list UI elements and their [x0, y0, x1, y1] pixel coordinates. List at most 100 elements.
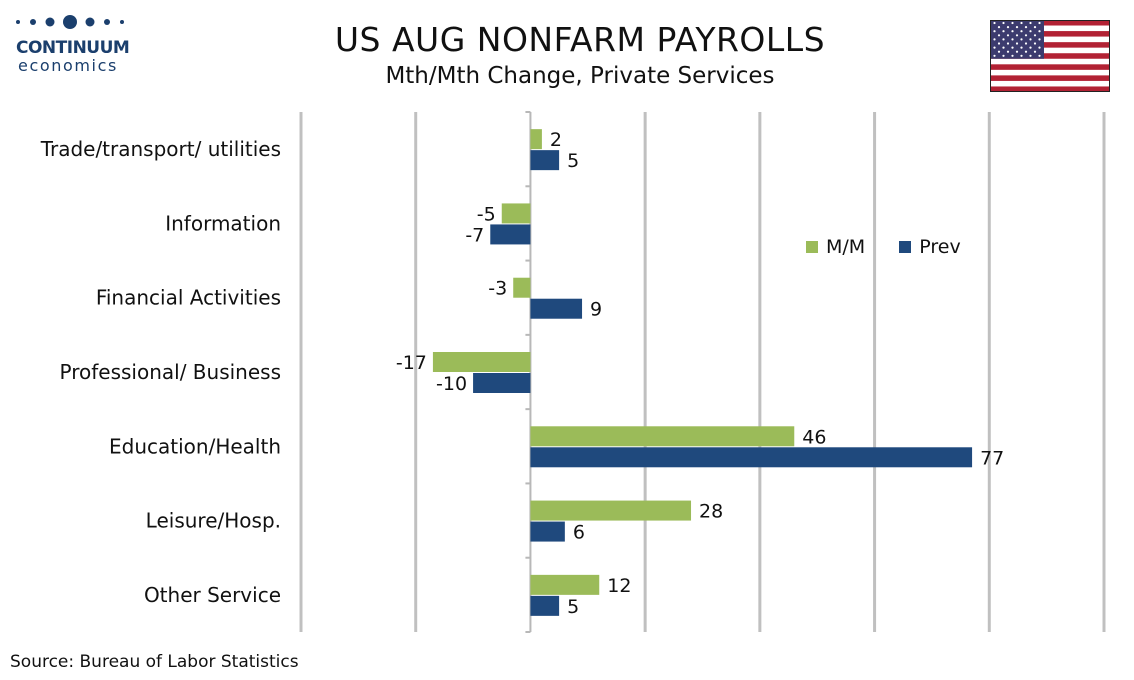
data-label: -3 [488, 278, 507, 300]
legend-swatch-mm [806, 241, 818, 253]
flag-star [1020, 46, 1023, 49]
logo-name: CONTINUUM [16, 38, 130, 58]
continuum-logo: CONTINUUM economics [14, 14, 134, 75]
flag-stripe [990, 69, 1110, 76]
flag-star [997, 50, 1001, 53]
flag-star [1002, 30, 1005, 33]
flag-star [997, 34, 1001, 37]
flag-star [997, 26, 1001, 29]
flag-star [1006, 50, 1010, 53]
flag-star [1011, 30, 1014, 33]
flag-star [1033, 50, 1037, 53]
flag-star [1033, 34, 1037, 37]
legend-label-mm: M/M [826, 236, 866, 258]
us-flag-icon [990, 20, 1110, 92]
data-label: 46 [802, 426, 826, 448]
flag-star [1006, 34, 1010, 37]
legend-swatch-prev [899, 241, 912, 253]
flag-star [1029, 30, 1032, 33]
flag-stripe [990, 36, 1110, 43]
flag-star [993, 30, 996, 33]
flag-stripe [990, 31, 1110, 37]
bar-prev [473, 373, 531, 393]
flag-star [1029, 21, 1032, 25]
flag-stripe [990, 47, 1110, 54]
flag-star [1020, 54, 1023, 57]
flag-star [1006, 26, 1010, 29]
bar-prev [530, 298, 583, 319]
data-label: -7 [465, 224, 484, 246]
category-label: Professional/ Business [60, 360, 281, 384]
flag-stripe [990, 53, 1110, 59]
flag-star [1011, 54, 1014, 57]
bar-mm [530, 129, 542, 150]
flag-star [1011, 21, 1014, 25]
flag-star [1029, 38, 1032, 41]
bar-mm [530, 500, 692, 521]
flag-star [1002, 46, 1005, 49]
flag-star [1024, 50, 1028, 53]
flag-stripe [990, 80, 1110, 87]
flag-stripe [990, 64, 1110, 71]
flag-star [1020, 21, 1023, 25]
flag-star [1029, 46, 1032, 49]
source-note: Source: Bureau of Labor Statistics [10, 652, 299, 672]
flag-star [1038, 38, 1041, 41]
data-label: 5 [567, 150, 579, 172]
flag-star [997, 42, 1001, 45]
flag-star [1015, 42, 1019, 45]
bar-mm [530, 574, 600, 595]
category-label: Education/Health [109, 434, 281, 458]
category-label: Financial Activities [96, 286, 281, 310]
legend: M/M Prev [806, 236, 989, 258]
flag-stripe [990, 42, 1110, 48]
flag-star [1002, 54, 1005, 57]
flag-star [1029, 54, 1032, 57]
chart-subtitle: Mth/Mth Change, Private Services [385, 63, 775, 89]
flag-star [1024, 26, 1028, 29]
category-label: Trade/transport/ utilities [40, 137, 281, 161]
flag-star [1015, 26, 1019, 29]
data-label: -17 [396, 352, 427, 374]
flag-star [1015, 50, 1019, 53]
flag-star [1038, 46, 1041, 49]
flag-star [1024, 42, 1028, 45]
flag-star [1038, 21, 1041, 25]
flag-star [1038, 54, 1041, 57]
data-label: 12 [607, 575, 631, 597]
bar-prev [530, 447, 973, 468]
data-label: 5 [567, 596, 579, 618]
flag-star [993, 21, 996, 25]
chart-title: US AUG NONFARM PAYROLLS [334, 20, 826, 59]
legend-item-prev: Prev [899, 236, 961, 258]
flag-star [1011, 46, 1014, 49]
flag-star [1038, 30, 1041, 33]
category-label: Information [165, 211, 281, 235]
bar-mm [501, 203, 531, 224]
flag-star [1020, 38, 1023, 41]
bar-mm [513, 277, 531, 298]
flag-star [993, 46, 996, 49]
flag-star [1020, 30, 1023, 33]
category-label: Other Service [144, 583, 281, 607]
bar-mm [432, 352, 531, 372]
flag-stripe [990, 86, 1110, 92]
flag-stripe [990, 25, 1110, 32]
data-label: -5 [477, 203, 496, 225]
flag-canton [990, 20, 1044, 59]
logo-dots-icon [16, 15, 124, 29]
data-label: 77 [980, 447, 1004, 469]
category-label: Leisure/Hosp. [146, 509, 281, 533]
bar-prev [490, 224, 531, 245]
bar-prev [530, 521, 565, 542]
bar-mm [530, 426, 795, 447]
bar-prev [530, 150, 560, 171]
legend-label-prev: Prev [919, 236, 961, 258]
flag-stripe [990, 58, 1110, 65]
data-label: 2 [550, 129, 562, 151]
data-label: 6 [573, 522, 585, 544]
flag-border [990, 20, 1110, 92]
logo-subtitle: economics [18, 56, 118, 75]
flag-stripe [990, 75, 1110, 82]
